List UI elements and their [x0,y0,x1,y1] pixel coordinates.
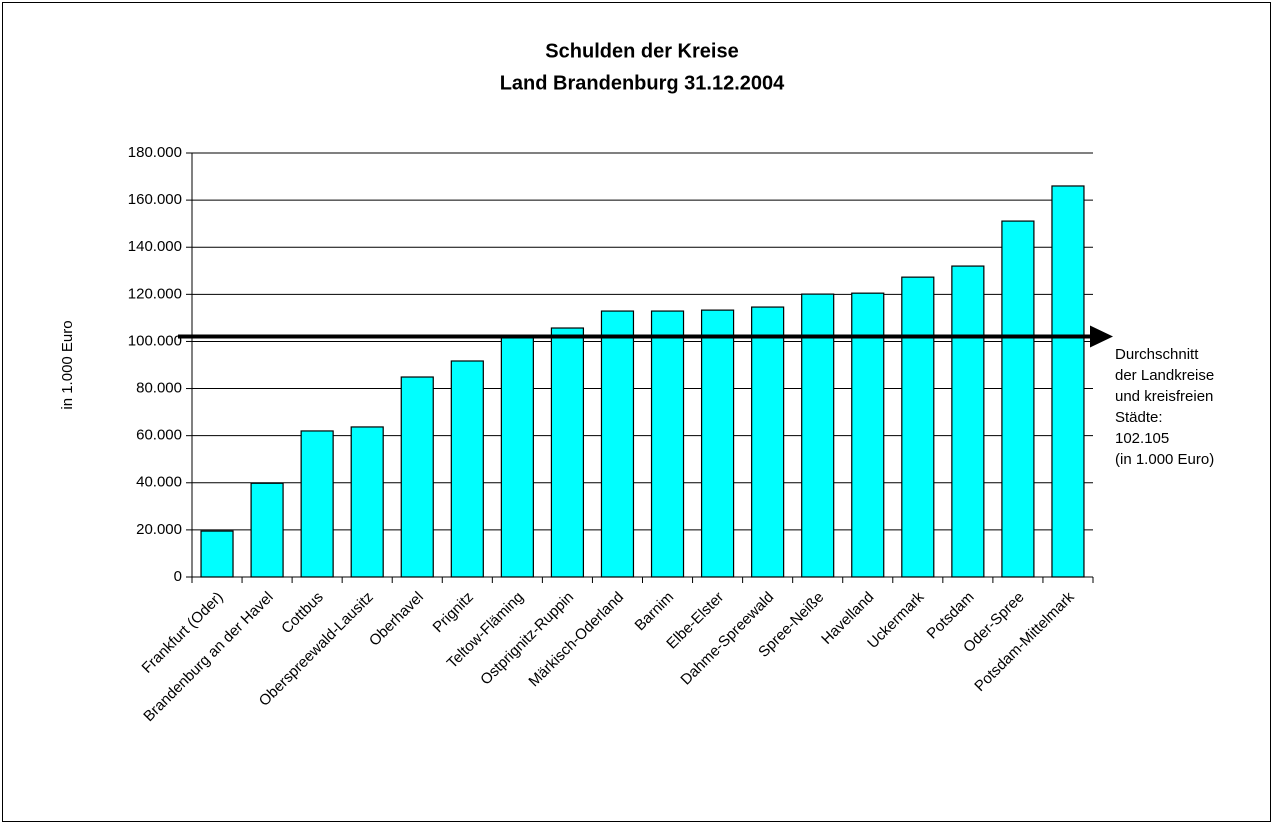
bar [450,360,484,578]
annotation: Durchschnitt [1115,346,1199,363]
annotation: der Landkreise [1115,367,1214,384]
bar [901,276,935,578]
bar [951,265,985,578]
bar [300,430,334,578]
y-tick-label: 100.000 [128,332,182,349]
bar [851,292,885,578]
bar [500,336,534,578]
bar [350,426,384,578]
y-tick-label: 80.000 [136,380,182,397]
bar [400,376,434,578]
bar [751,306,785,578]
chart-title: Land Brandenburg 31.12.2004 [500,72,785,94]
bar [801,293,835,578]
annotation: und kreisfreien [1115,388,1213,405]
bar [250,482,284,578]
bar [1051,185,1085,578]
y-tick-label: 20.000 [136,521,182,538]
bar [1001,220,1035,578]
bar [650,310,685,578]
annotation: (in 1.000 Euro) [1115,451,1214,468]
y-tick-label: 140.000 [128,238,182,255]
bar [700,309,735,578]
y-tick-label: 180.000 [128,144,182,161]
bar [600,310,635,578]
average-arrowhead [1090,325,1113,348]
y-tick-label: 60.000 [136,427,182,444]
y-axis-title: in 1.000 Euro [59,320,76,409]
bar [200,530,234,578]
y-tick-label: 160.000 [128,191,182,208]
bar [550,327,585,578]
chart-title: Schulden der Kreise [545,40,738,62]
annotation: 102.105 [1115,430,1169,447]
y-tick-label: 0 [174,568,182,585]
annotation: Städte: [1115,409,1163,426]
y-tick-label: 40.000 [136,474,182,491]
y-tick-label: 120.000 [128,285,182,302]
